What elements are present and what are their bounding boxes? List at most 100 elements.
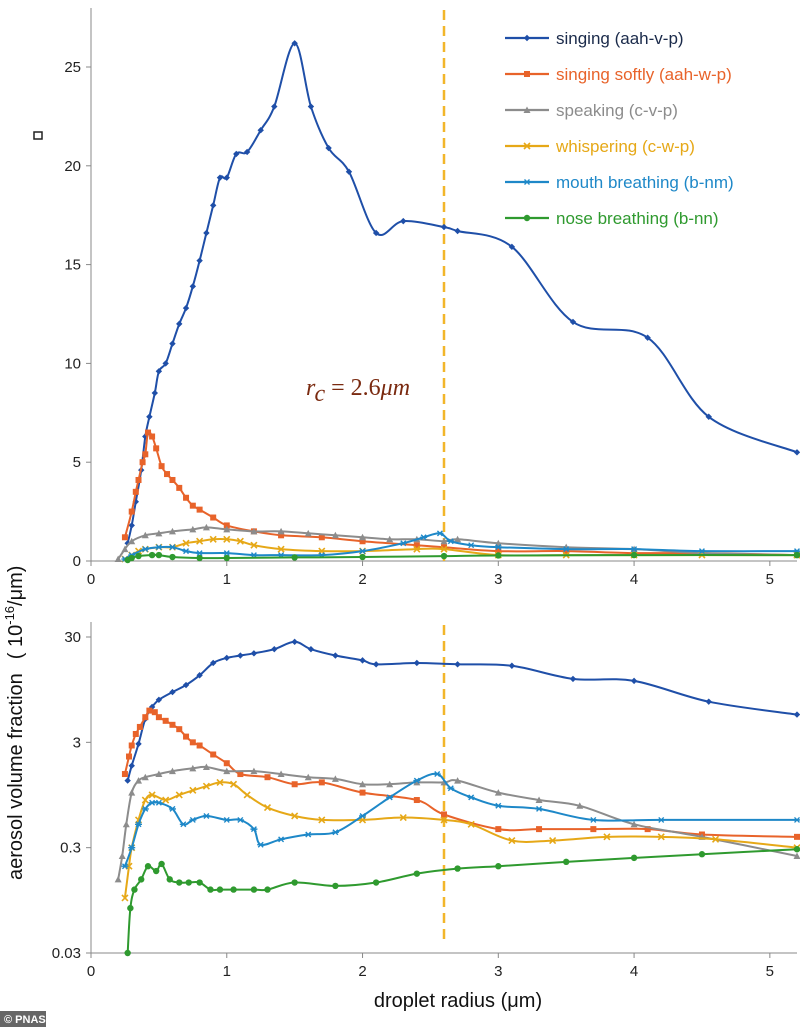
data-point-singing_soft (162, 717, 169, 724)
square-glyph (33, 131, 43, 140)
data-point-whispering (236, 537, 244, 545)
legend-item-speaking: speaking (c-v-p) (505, 101, 678, 120)
data-point-singing_loud (454, 661, 461, 668)
data-point-whispering (263, 804, 272, 812)
legend-label: speaking (c-v-p) (556, 101, 678, 120)
data-point-mouth_breathing (155, 544, 163, 551)
data-point-nose_breathing (196, 554, 203, 562)
x-tick-label: 5 (766, 571, 774, 588)
series-singing_loud (124, 40, 800, 547)
legend-label: singing softly (aah-w-p) (556, 65, 732, 84)
data-point-singing_loud (440, 223, 448, 231)
credit-text: © PNAS (4, 1014, 46, 1026)
data-point-singing_soft (155, 714, 162, 721)
data-point-mouth_breathing (148, 799, 156, 806)
data-point-singing_loud (146, 413, 153, 420)
data-point-singing_soft (794, 833, 800, 840)
data-point-speaking (128, 789, 136, 796)
legend-marker (523, 179, 531, 185)
data-point-speaking (386, 780, 394, 788)
x-tick-label: 2 (358, 963, 366, 980)
legend-marker (523, 34, 531, 42)
data-point-mouth_breathing (202, 812, 210, 819)
data-point-singing_soft (536, 826, 543, 833)
data-point-mouth_breathing (436, 530, 444, 537)
data-point-mouth_breathing (189, 816, 197, 823)
data-point-nose_breathing (128, 554, 135, 562)
x-tick-label: 2 (358, 571, 366, 588)
data-point-nose_breathing (144, 863, 152, 870)
data-point-singing_soft (169, 476, 176, 483)
data-point-nose_breathing (698, 851, 706, 858)
data-point-nose_breathing (158, 860, 165, 868)
data-point-singing_soft (196, 742, 203, 749)
data-point-speaking (454, 535, 462, 543)
data-point-singing_loud (209, 202, 217, 209)
data-point-nose_breathing (250, 886, 258, 893)
data-point-singing_soft (121, 534, 128, 541)
data-point-speaking (118, 852, 126, 860)
legend-item-singing_loud: singing (aah-v-p) (505, 29, 684, 48)
data-point-whispering (223, 535, 231, 543)
data-point-mouth_breathing (257, 841, 265, 848)
data-point-mouth_breathing (250, 552, 258, 559)
data-point-nose_breathing (413, 870, 421, 877)
data-point-singing_soft (142, 451, 149, 458)
data-point-whispering (189, 786, 197, 794)
data-point-whispering (277, 545, 285, 553)
data-point-singing_loud (243, 148, 251, 156)
data-point-singing_loud (223, 174, 230, 181)
data-point-singing_soft (136, 723, 143, 730)
data-point-singing_loud (189, 283, 197, 290)
data-point-singing_soft (291, 781, 298, 788)
data-point-singing_soft (164, 471, 171, 478)
data-point-mouth_breathing (223, 550, 231, 557)
data-point-singing_loud (271, 103, 278, 110)
data-point-whispering (148, 791, 156, 799)
x-tick-label: 1 (223, 963, 231, 980)
data-point-nose_breathing (562, 858, 570, 866)
data-point-nose_breathing (176, 879, 183, 886)
data-point-singing_soft (359, 538, 366, 545)
legend-item-whispering: whispering (c-w-p) (505, 137, 695, 156)
data-point-singing_loud (291, 638, 298, 646)
data-point-speaking (386, 535, 394, 543)
data-point-mouth_breathing (135, 821, 143, 828)
data-point-singing_soft (644, 826, 651, 833)
data-point-speaking (128, 537, 136, 545)
data-point-singing_soft (210, 514, 217, 521)
data-point-mouth_breathing (128, 844, 136, 851)
x-tick-label: 4 (630, 963, 638, 980)
series-mouth_breathing (121, 530, 800, 563)
y-tick-label: 15 (64, 257, 81, 274)
legend-item-singing_soft: singing softly (aah-w-p) (505, 65, 732, 84)
data-point-speaking (189, 764, 197, 772)
data-point-singing_loud (151, 389, 159, 397)
series-nose_breathing (124, 846, 800, 957)
data-point-singing_soft (169, 721, 176, 728)
data-point-nose_breathing (332, 882, 339, 890)
data-point-singing_loud (508, 243, 516, 251)
data-point-singing_soft (128, 508, 135, 515)
data-point-singing_soft (441, 811, 447, 818)
data-point-nose_breathing (166, 876, 173, 883)
data-point-singing_loud (793, 449, 800, 456)
legend-label: singing (aah-v-p) (556, 29, 684, 48)
x-tick-label: 3 (494, 963, 502, 980)
data-point-singing_loud (128, 522, 135, 529)
data-point-speaking (250, 527, 258, 535)
data-point-whispering (121, 894, 129, 902)
data-point-speaking (121, 545, 129, 553)
data-point-singing_loud (372, 229, 380, 237)
data-point-singing_loud (400, 217, 407, 225)
data-point-mouth_breathing (386, 794, 394, 801)
data-point-whispering (318, 816, 326, 824)
data-point-singing_soft (318, 779, 325, 786)
data-point-speaking (630, 820, 638, 828)
series-speaking (114, 763, 800, 883)
data-point-mouth_breathing (331, 829, 339, 836)
data-point-singing_soft (126, 753, 133, 760)
data-point-speaking (277, 527, 285, 535)
data-point-whispering (440, 816, 448, 824)
data-point-singing_soft (183, 494, 190, 501)
